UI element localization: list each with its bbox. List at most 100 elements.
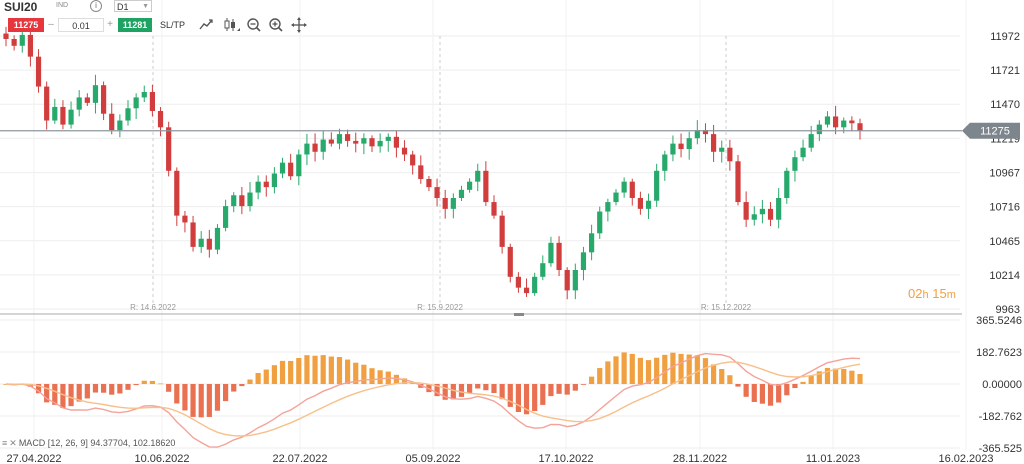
macd-histogram-bar xyxy=(426,383,432,393)
macd-histogram-bar xyxy=(792,383,798,389)
info-icon[interactable]: i xyxy=(90,0,102,12)
macd-histogram-bar xyxy=(214,383,221,411)
candle-up xyxy=(19,34,25,46)
price-tick-label: 11470 xyxy=(990,99,1020,111)
macd-histogram-bar xyxy=(174,383,180,404)
macd-histogram-bar xyxy=(662,354,668,384)
settings-icon[interactable]: ≡ xyxy=(2,438,8,448)
timeframe-value: D1 xyxy=(117,2,129,12)
rollover-label: R: 14.6.2022 xyxy=(130,303,176,312)
zoom-in-icon[interactable] xyxy=(267,16,285,34)
candle-up xyxy=(621,181,627,193)
candle-down xyxy=(182,215,188,223)
candle-down xyxy=(345,134,351,141)
sell-button[interactable]: 11275 xyxy=(8,18,44,32)
candle-up xyxy=(361,138,367,144)
candle-down xyxy=(491,202,497,216)
candle-down xyxy=(711,134,717,152)
macd-histogram-bar xyxy=(336,357,343,384)
macd-histogram-bar xyxy=(678,353,684,384)
candle-down xyxy=(401,147,408,155)
zoom-out-icon[interactable] xyxy=(245,16,263,34)
candle-up xyxy=(377,140,383,147)
symbol-name[interactable]: SUI20 xyxy=(4,0,38,14)
candle-down xyxy=(743,202,749,220)
price-tick-label: 9963 xyxy=(996,304,1020,316)
candle-up xyxy=(580,252,587,270)
quantity-increase-button[interactable]: + xyxy=(107,19,113,30)
macd-histogram-bar xyxy=(475,383,481,389)
macd-histogram-bar xyxy=(68,383,74,407)
candle-up xyxy=(654,170,660,201)
macd-histogram-bar xyxy=(564,383,570,395)
quantity-input[interactable]: 0.01 xyxy=(58,18,104,32)
countdown-minutes: 15 xyxy=(932,286,947,301)
candle-down xyxy=(11,38,17,46)
time-tick-label: 17.10.2022 xyxy=(538,453,593,464)
macd-histogram-bar xyxy=(223,383,229,402)
macd-histogram-bar xyxy=(621,352,627,384)
time-tick-label: 28.11.2022 xyxy=(673,453,727,464)
candle-up xyxy=(751,214,757,220)
candle-down xyxy=(442,197,448,209)
macd-histogram-bar xyxy=(824,367,831,384)
candle-down xyxy=(426,178,432,188)
candle-up xyxy=(808,134,814,148)
macd-histogram-bar xyxy=(450,383,456,400)
macd-values: MACD [12, 26, 9] 94.37704, 102.18620 xyxy=(18,438,176,448)
crosshair-move-icon[interactable] xyxy=(290,16,308,34)
macd-histogram-bar xyxy=(312,355,318,384)
candle-up xyxy=(572,270,578,291)
candle-down xyxy=(857,123,863,131)
quantity-decrease-button[interactable]: – xyxy=(48,19,54,30)
macd-histogram-bar xyxy=(841,368,847,384)
candle-down xyxy=(523,287,530,294)
close-icon[interactable]: ✕ xyxy=(9,438,17,448)
macd-histogram-bar xyxy=(320,355,326,384)
candle-down xyxy=(166,127,172,171)
macd-histogram-bar xyxy=(133,383,139,386)
macd-tick-label: 365.5246 xyxy=(976,315,1022,327)
macd-histogram-bar xyxy=(92,383,99,393)
macd-histogram-bar xyxy=(141,380,147,384)
macd-histogram-bar xyxy=(279,360,286,384)
macd-histogram-bar xyxy=(239,383,245,387)
candle-up xyxy=(776,197,782,220)
macd-indicator-label[interactable]: ≡ ✕ MACD [12, 26, 9] 94.37704, 102.18620 xyxy=(2,438,175,449)
macd-histogram-bar xyxy=(401,378,408,384)
price-tick-label: 10214 xyxy=(989,270,1020,282)
candle-up xyxy=(296,154,302,177)
candle-up xyxy=(198,238,204,247)
line-chart-icon[interactable] xyxy=(198,16,216,34)
macd-histogram-bar xyxy=(849,370,855,384)
sltp-button[interactable]: SL/TP xyxy=(160,20,186,30)
candle-down xyxy=(369,138,375,147)
macd-histogram-bar xyxy=(149,380,155,384)
macd-histogram-bar xyxy=(629,353,635,384)
macd-histogram-bar xyxy=(597,368,603,384)
candle-down xyxy=(767,208,774,220)
macd-histogram-bar xyxy=(190,383,196,417)
chart-toolbar: SUI20 IND i D1 ▼ 11275 – 0.01 + 11281 SL… xyxy=(0,0,320,36)
macd-histogram-bar xyxy=(84,383,90,399)
macd-tick-label: 0.00000 xyxy=(982,379,1022,391)
candle-up xyxy=(255,181,261,193)
macd-histogram-bar xyxy=(304,355,310,384)
macd-histogram-bar xyxy=(694,355,700,384)
macd-histogram-bar xyxy=(35,383,42,394)
macd-histogram-bar xyxy=(44,383,50,403)
timeframe-select[interactable]: D1 ▼ xyxy=(114,0,152,12)
buy-button[interactable]: 11281 xyxy=(118,18,152,32)
current-price-label: 11275 xyxy=(980,126,1010,138)
countdown-hours-unit: h xyxy=(922,289,929,301)
macd-histogram-bar xyxy=(369,368,375,384)
candlestick-icon[interactable] xyxy=(222,16,240,34)
macd-histogram-bar xyxy=(125,383,131,390)
macd-histogram-bar xyxy=(719,368,725,384)
candle-down xyxy=(27,34,33,57)
macd-histogram-bar xyxy=(271,365,277,384)
macd-tick-label: 182.7623 xyxy=(976,347,1022,359)
candle-up xyxy=(792,157,798,171)
candle-down xyxy=(206,238,212,250)
